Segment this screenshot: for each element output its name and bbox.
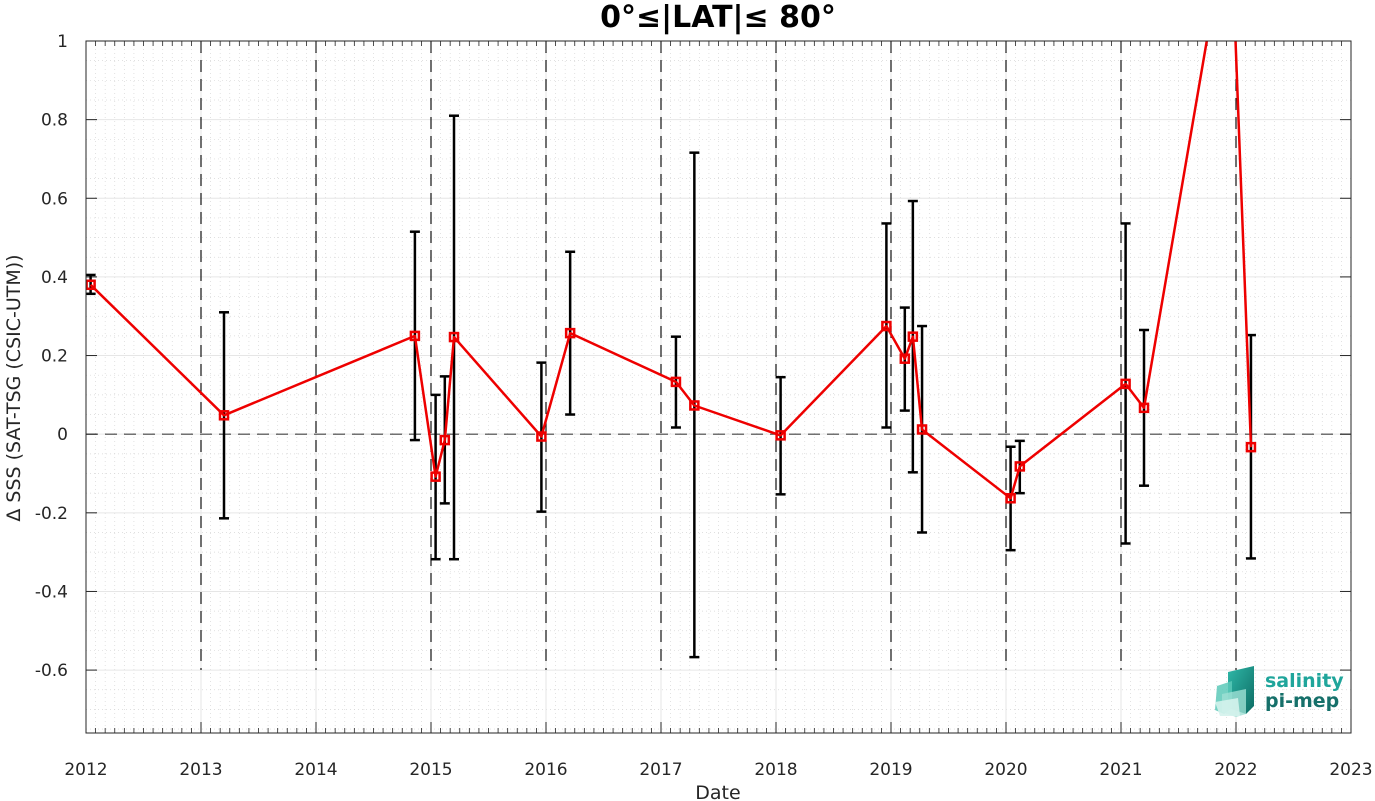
x-tick-label: 2013 xyxy=(179,760,222,780)
data-point-marker xyxy=(881,320,892,332)
x-tick-label: 2023 xyxy=(1329,760,1372,780)
wave-logo-icon xyxy=(1215,666,1254,717)
x-tick-label: 2012 xyxy=(64,760,107,780)
axis-ticks xyxy=(85,40,1352,733)
y-tick-label: 0.4 xyxy=(41,268,68,288)
data-point-marker xyxy=(916,424,928,435)
data-point-marker xyxy=(907,331,919,342)
data-point-marker xyxy=(1138,402,1150,414)
data-point-marker xyxy=(86,279,96,291)
data-point-marker xyxy=(1245,441,1257,453)
y-tick-label: -0.2 xyxy=(35,504,68,524)
year-dividers xyxy=(200,41,1237,670)
y-tick-label: 0 xyxy=(57,425,68,445)
x-tick-label: 2016 xyxy=(524,760,567,780)
data-point-marker xyxy=(670,376,682,388)
data-point-marker xyxy=(775,430,786,441)
salinity-pi-mep-logo: salinity pi-mep xyxy=(1215,666,1344,717)
plot-frame xyxy=(85,40,1352,734)
x-tick-label: 2015 xyxy=(409,760,452,780)
y-tick-label: 0.8 xyxy=(41,111,68,131)
x-tick-label: 2019 xyxy=(869,760,912,780)
data-point-marker xyxy=(1005,493,1016,504)
data-point-marker xyxy=(536,431,547,442)
data-point-marker xyxy=(439,434,451,446)
y-tick-label: -0.6 xyxy=(35,661,68,681)
data-point-marker xyxy=(564,327,576,339)
series-line xyxy=(89,41,1253,500)
series-markers xyxy=(86,279,1257,504)
x-tick-label: 2020 xyxy=(984,760,1027,780)
data-point-marker xyxy=(1014,461,1026,472)
data-point-marker xyxy=(1120,378,1131,390)
y-tick-label: -0.4 xyxy=(35,582,68,602)
x-tick-label: 2014 xyxy=(294,760,337,780)
y-axis-label: Δ SSS (SAT-TSG (CSIC-UTM)) xyxy=(3,254,25,521)
data-point-marker xyxy=(409,330,421,342)
data-point-marker xyxy=(448,331,460,343)
x-axis-label: Date xyxy=(695,782,740,801)
series-polyline xyxy=(89,41,1253,500)
logo-text-pi-mep: pi-mep xyxy=(1265,690,1339,712)
x-tick-labels: 2012 2013 2014 2015 2016 2017 2018 2019 2020 2021… xyxy=(64,760,1372,780)
minor-grid xyxy=(86,41,1351,733)
x-tick-label: 2018 xyxy=(754,760,797,780)
y-tick-label: 0.6 xyxy=(41,189,68,209)
x-tick-label: 2021 xyxy=(1099,760,1142,780)
y-tick-label: 1 xyxy=(57,32,68,52)
data-point-marker xyxy=(899,353,911,364)
y-tick-labels: 1 0.8 0.6 0.4 0.2 0 -0.2 -0.4 -0.6 xyxy=(35,32,68,681)
chart-title: 0°≤|LAT|≤ 80° xyxy=(600,0,836,35)
data-point-marker xyxy=(689,400,700,411)
x-tick-label: 2022 xyxy=(1214,760,1257,780)
data-point-marker xyxy=(430,471,441,482)
x-tick-label: 2017 xyxy=(639,760,682,780)
logo-text-salinity: salinity xyxy=(1265,670,1344,692)
data-point-marker xyxy=(218,410,230,421)
y-tick-label: 0.2 xyxy=(41,347,68,367)
